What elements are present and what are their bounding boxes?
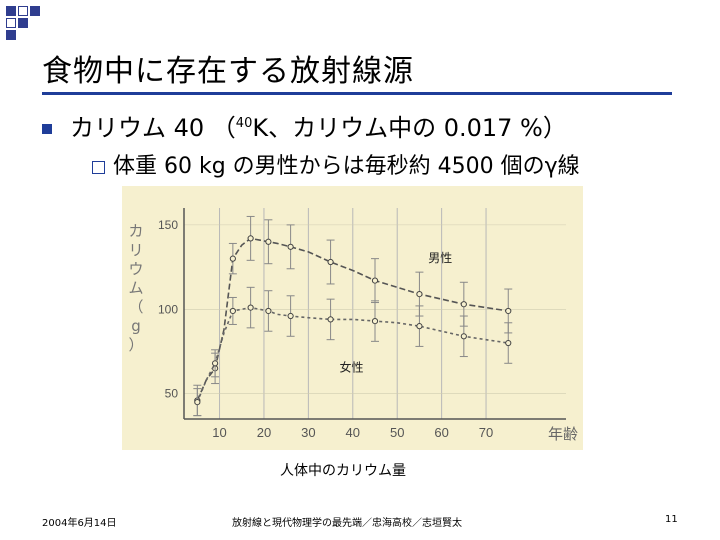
bullet1-text-post: K、カリウム中の 0.017 %） xyxy=(252,114,567,142)
slide-title: 食物中に存在する放射線源 xyxy=(42,54,414,89)
x-tick-label: 60 xyxy=(434,425,448,440)
y-axis-title-char: ウ xyxy=(128,260,143,278)
isotope-mass-number: 40 xyxy=(235,116,253,131)
footer-date: 2004年6月14日 xyxy=(42,518,117,529)
title-underline xyxy=(42,92,672,95)
y-axis-title-char: （ xyxy=(128,298,143,316)
y-axis-title-char: ） xyxy=(128,336,143,354)
data-point xyxy=(416,323,423,330)
data-point xyxy=(287,243,294,250)
footer-page-number: 11 xyxy=(665,514,678,525)
data-point xyxy=(371,317,379,325)
bullet-potassium: カリウム 40 （40K、カリウム中の 0.017 %） xyxy=(42,108,567,143)
data-point xyxy=(194,399,201,406)
y-axis-title-char: g xyxy=(131,317,141,335)
bullet-gamma-rate: 体重 60 kg の男性からは毎秒約 4500 個のγ線 xyxy=(92,148,580,180)
x-axis-title: 年齢 xyxy=(548,425,578,443)
y-axis-title-char: ム xyxy=(128,279,143,297)
x-tick-label: 70 xyxy=(479,425,493,440)
series-label-female: 女性 xyxy=(339,360,363,375)
data-point xyxy=(460,333,467,340)
x-tick-label: 20 xyxy=(257,425,271,440)
y-axis-title-char: カ xyxy=(128,222,143,240)
data-point xyxy=(211,360,219,367)
data-point xyxy=(371,277,379,284)
y-tick-label: 50 xyxy=(165,387,179,401)
data-point xyxy=(229,307,236,315)
data-point xyxy=(505,339,512,347)
x-tick-label: 40 xyxy=(346,425,360,440)
data-point xyxy=(505,307,512,315)
deco-square xyxy=(30,6,40,16)
deco-square xyxy=(6,18,16,28)
data-point xyxy=(247,304,254,311)
data-point xyxy=(327,316,334,323)
checkbox-bullet-icon xyxy=(92,160,105,174)
chart-caption: 人体中のカリウム量 xyxy=(280,463,406,479)
deco-square xyxy=(18,6,28,16)
y-axis-title-char: リ xyxy=(128,241,143,259)
data-point xyxy=(265,307,272,315)
data-point xyxy=(460,301,467,308)
x-tick-label: 30 xyxy=(301,425,315,440)
y-tick-label: 150 xyxy=(158,218,178,232)
potassium-age-chart: 10 20 30 40 50 60 70 50 100 150 年齢 カリウム（g） 男性女性 xyxy=(122,186,583,450)
data-point xyxy=(287,312,294,320)
deco-square xyxy=(6,30,16,40)
deco-square xyxy=(6,6,16,16)
y-tick-label: 100 xyxy=(158,302,178,316)
data-point xyxy=(229,255,236,262)
bullet1-text-pre: カリウム 40 （ xyxy=(70,114,236,142)
data-point xyxy=(416,290,423,298)
x-tick-label: 10 xyxy=(212,425,226,440)
data-point xyxy=(265,238,272,245)
series-label-male: 男性 xyxy=(428,251,452,265)
bullet2-text: 体重 60 kg の男性からは毎秒約 4500 個のγ線 xyxy=(113,154,580,179)
data-point xyxy=(247,235,254,242)
deco-square xyxy=(18,18,28,28)
footer-center-text: 放射線と現代物理学の最先端／忠海高校／志垣賢太 xyxy=(232,518,462,529)
bullet-square-icon xyxy=(42,124,52,134)
x-tick-label: 50 xyxy=(390,425,404,440)
data-point xyxy=(327,258,334,266)
